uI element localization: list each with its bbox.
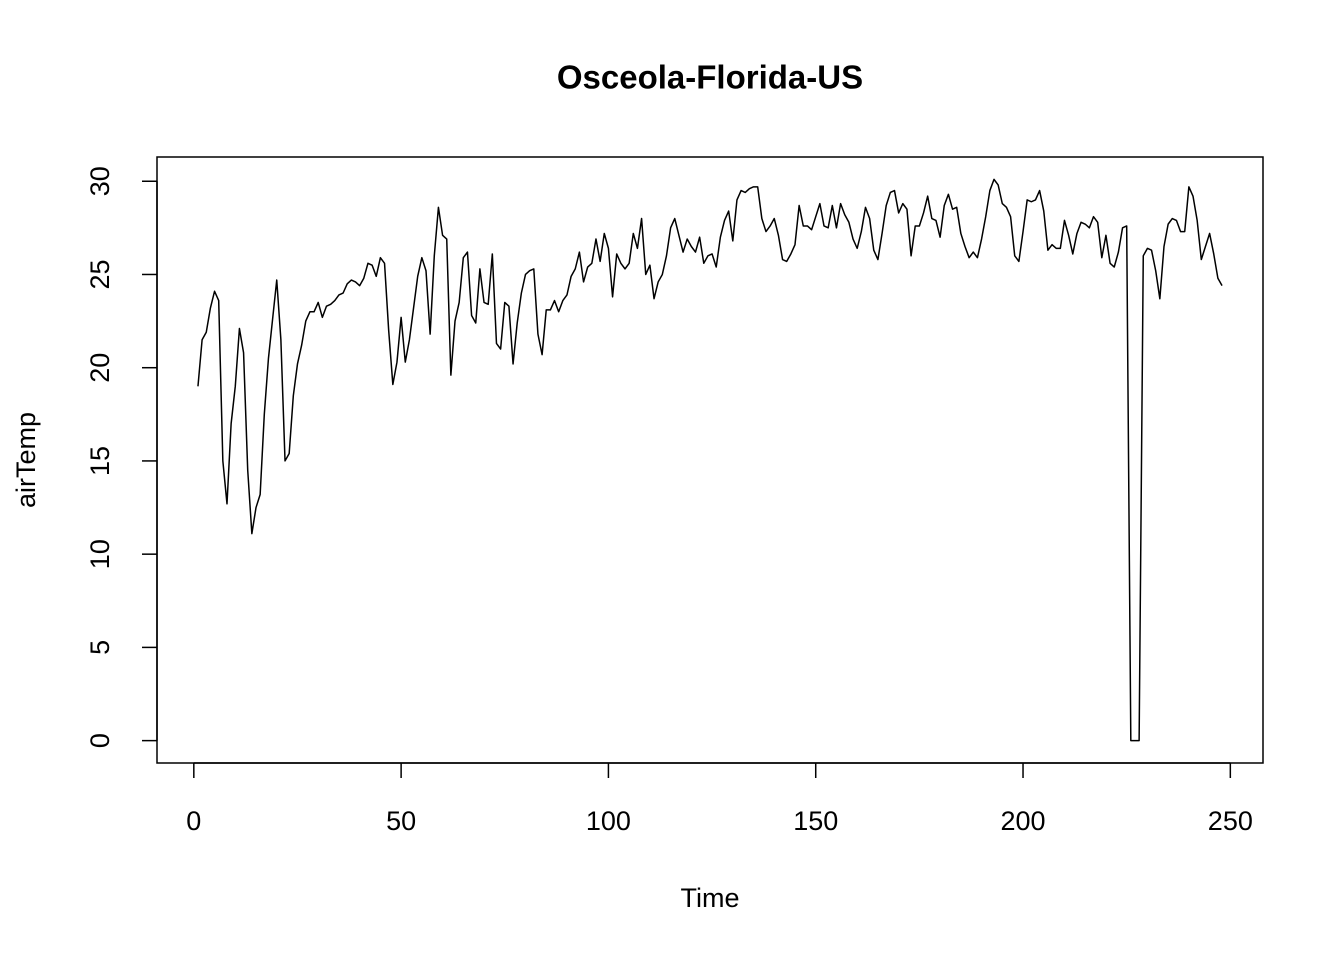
y-tick-label: 0 (85, 733, 115, 748)
x-tick-label: 150 (793, 806, 838, 836)
x-tick-label: 100 (586, 806, 631, 836)
data-line (197, 178, 1223, 742)
x-axis-title: Time (681, 883, 740, 913)
y-tick-label: 15 (85, 446, 115, 476)
y-tick-label: 20 (85, 353, 115, 383)
y-tick-label: 5 (85, 640, 115, 655)
x-tick-label: 0 (186, 806, 201, 836)
x-tick-label: 250 (1208, 806, 1253, 836)
y-axis-title: airTemp (11, 412, 41, 508)
y-tick-label: 30 (85, 166, 115, 196)
plot-box (156, 156, 1264, 764)
x-tick-label: 200 (1000, 806, 1045, 836)
chart-title: Osceola-Florida-US (557, 59, 863, 96)
x-tick-label: 50 (386, 806, 416, 836)
y-tick-label: 10 (85, 539, 115, 569)
y-tick-label: 25 (85, 259, 115, 289)
